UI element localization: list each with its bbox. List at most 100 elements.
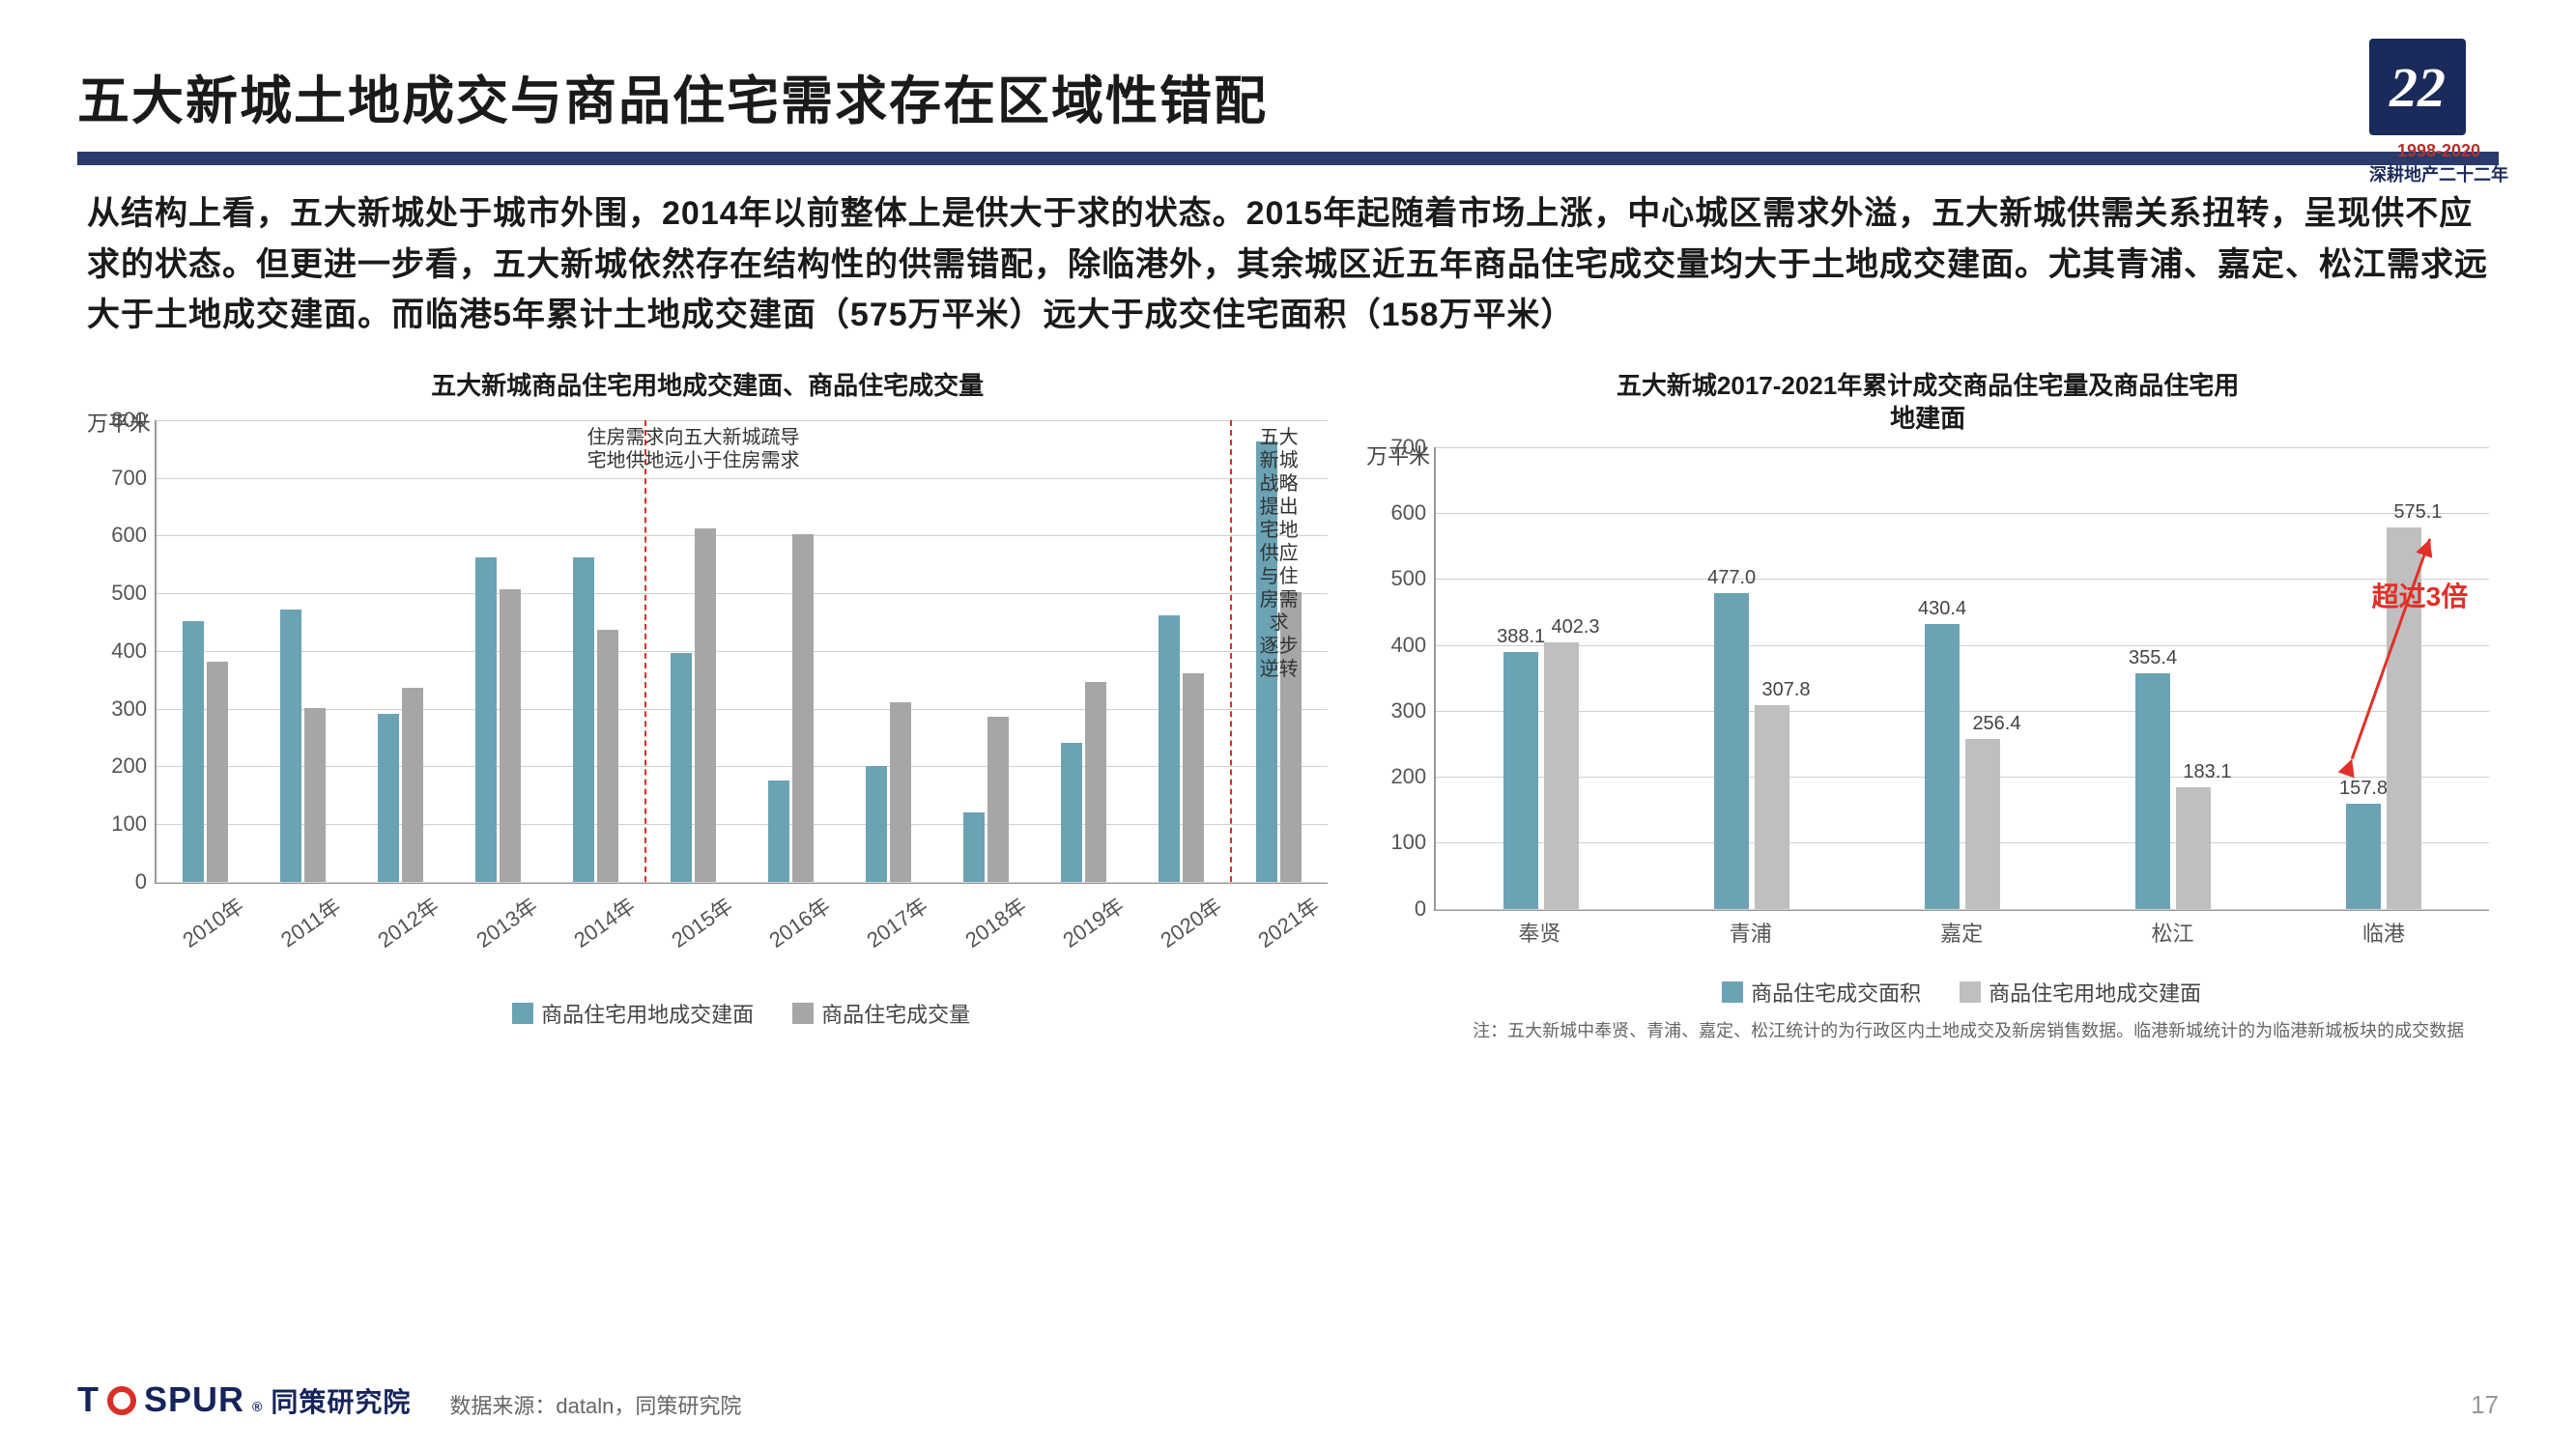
chart1-annotation: 住房需求向五大新城疏导宅地供地远小于住房需求 (587, 426, 800, 472)
chart2-legend: 商品住宅成交面积 商品住宅用地成交建面 (1434, 977, 2489, 1008)
chart2-x-labels: 奉贤青浦嘉定松江临港 (1434, 917, 2489, 948)
chart1-ytick: 200 (111, 753, 157, 779)
chart1-ytick: 400 (111, 639, 157, 664)
chart1-legend: 商品住宅用地成交建面商品住宅成交量 (155, 998, 1328, 1029)
badge-years: 1998-2020 (2369, 141, 2508, 161)
chart2-footnote: 注：五大新城中奉贤、青浦、嘉定、松江统计的为行政区内土地成交及新房销售数据。临港… (1434, 1019, 2489, 1043)
chart2-ytick: 200 (1390, 764, 1436, 789)
chart2-ytick: 300 (1390, 698, 1436, 724)
chart1-xlabel: 2017年 (847, 881, 945, 962)
chart2-xlabel: 奉贤 (1434, 917, 1645, 948)
chart2-bar: 477.0 (1714, 593, 1749, 909)
chart1-ytick: 800 (111, 408, 157, 433)
chart1-plot: 0100200300400500600700800住房需求向五大新城疏导宅地供地… (155, 420, 1328, 884)
chart1-bar (378, 714, 399, 882)
chart1-bar (792, 534, 814, 882)
body-paragraph: 从结构上看，五大新城处于城市外围，2014年以前整体上是供大于求的状态。2015… (77, 188, 2499, 341)
chart1-bar (1183, 673, 1204, 882)
page-number: 17 (2471, 1390, 2499, 1420)
chart1-bar (280, 610, 301, 882)
chart1-x-labels: 2010年2011年2012年2013年2014年2015年2016年2017年… (155, 890, 1328, 940)
chart1-dashed-line (1230, 420, 1232, 882)
chart2-legend-item: 商品住宅用地成交建面 (1960, 977, 2201, 1008)
chart2-value-label: 183.1 (2183, 761, 2231, 783)
chart2-value-label: 402.3 (1552, 616, 1600, 639)
chart1-bar (207, 662, 228, 882)
chart2-ytick: 400 (1390, 633, 1436, 658)
chart1-title: 五大新城商品住宅用地成交建面、商品住宅成交量 (87, 370, 1328, 403)
chart2-value-label: 477.0 (1707, 567, 1756, 589)
page-title: 五大新城土地成交与商品住宅需求存在区域性错配 (77, 58, 2499, 134)
chart1-ytick: 100 (111, 811, 157, 837)
badge-number: 22 (2369, 39, 2466, 135)
chart1-bar (671, 653, 692, 882)
chart2-value-label: 256.4 (1972, 713, 2020, 735)
chart1-bar (866, 766, 887, 882)
chart2-bar: 388.1 (1503, 652, 1538, 909)
chart1-annotation: 五大新城战略提出宅地供应与住房需求逐步逆转 (1254, 426, 1303, 681)
footer: TSPUR® 同策研究院 数据来源：dataln，同策研究院 17 (77, 1379, 2499, 1420)
chart2-ytick: 0 (1415, 896, 1436, 922)
chart1-xlabel: 2019年 (1044, 881, 1141, 962)
data-source: 数据来源：dataln，同策研究院 (449, 1389, 741, 1420)
chart1-bar (475, 557, 497, 882)
chart1-bar (963, 812, 985, 882)
chart1-xlabel: 2013年 (457, 881, 555, 962)
chart2-value-label: 355.4 (2129, 647, 2177, 669)
company-logo: TSPUR® 同策研究院 (77, 1379, 411, 1420)
chart1-xlabel: 2021年 (1239, 881, 1336, 962)
chart1-ytick: 300 (111, 696, 157, 722)
chart2-legend-item: 商品住宅成交面积 (1722, 977, 1921, 1008)
chart1-bar (500, 589, 521, 882)
chart1-xlabel: 2012年 (359, 881, 457, 962)
badge-tag: 深耕地产二十二年 (2369, 161, 2508, 186)
chart2-xlabel: 松江 (2067, 917, 2277, 948)
chart1-bar (890, 702, 911, 882)
chart1-ytick: 0 (135, 869, 157, 895)
chart2-value-label: 430.4 (1918, 598, 1966, 620)
chart1-xlabel: 2020年 (1141, 881, 1239, 962)
chart2-value-label: 575.1 (2393, 501, 2442, 524)
chart1-bar (987, 717, 1009, 882)
chart1-xlabel: 2015年 (652, 881, 750, 962)
chart2-ytick: 700 (1390, 435, 1436, 460)
chart1-xlabel: 2010年 (163, 881, 261, 962)
chart2-highlight: 超过3倍 (2372, 576, 2469, 614)
chart1-xlabel: 2011年 (261, 881, 358, 962)
chart1-bar (1061, 743, 1082, 882)
chart2-value-label: 157.8 (2339, 778, 2388, 800)
chart2-bar: 430.4 (1925, 624, 1960, 909)
chart2-xlabel: 嘉定 (1856, 917, 2067, 948)
chart2-title: 五大新城2017-2021年累计成交商品住宅量及商品住宅用 地建面 (1366, 370, 2489, 436)
chart2-bar: 183.1 (2176, 787, 2211, 909)
chart1-ytick: 700 (111, 466, 157, 491)
chart2-xlabel: 青浦 (1646, 917, 1856, 948)
chart2-ytick: 600 (1390, 500, 1436, 526)
chart1-ytick: 500 (111, 581, 157, 606)
chart1-xlabel: 2016年 (750, 881, 847, 962)
chart2-ytick: 500 (1390, 566, 1436, 591)
chart1-bar (695, 528, 716, 882)
chart2-value-label: 307.8 (1761, 679, 1810, 701)
chart1-ytick: 600 (111, 523, 157, 548)
anniversary-badge: 22 1998-2020 深耕地产二十二年 (2369, 39, 2508, 186)
chart2-title-l1: 五大新城2017-2021年累计成交商品住宅量及商品住宅用 (1617, 371, 2239, 400)
chart2-xlabel: 临港 (2278, 917, 2489, 948)
chart2-title-l2: 地建面 (1890, 404, 1965, 433)
chart2-bar: 256.4 (1965, 739, 2000, 909)
chart1-bar (597, 630, 618, 882)
chart1-legend-item: 商品住宅用地成交建面 (512, 998, 754, 1029)
chart1-bar (768, 781, 789, 882)
chart1-xlabel: 2018年 (946, 881, 1044, 962)
chart1-bar (573, 557, 594, 882)
chart2-bar: 307.8 (1755, 705, 1789, 909)
chart-right: 五大新城2017-2021年累计成交商品住宅量及商品住宅用 地建面 万平米 01… (1366, 370, 2489, 1043)
chart1-dashed-line (644, 420, 646, 882)
chart2-value-label: 388.1 (1497, 626, 1545, 648)
chart2-bar: 157.8 (2346, 804, 2381, 908)
chart2-bar: 355.4 (2135, 673, 2170, 909)
chart-left: 五大新城商品住宅用地成交建面、商品住宅成交量 万平米 0100200300400… (87, 370, 1328, 1043)
chart2-plot: 0100200300400500600700388.1402.3477.0307… (1434, 447, 2489, 911)
chart2-ytick: 100 (1390, 830, 1436, 855)
title-divider (77, 152, 2499, 165)
